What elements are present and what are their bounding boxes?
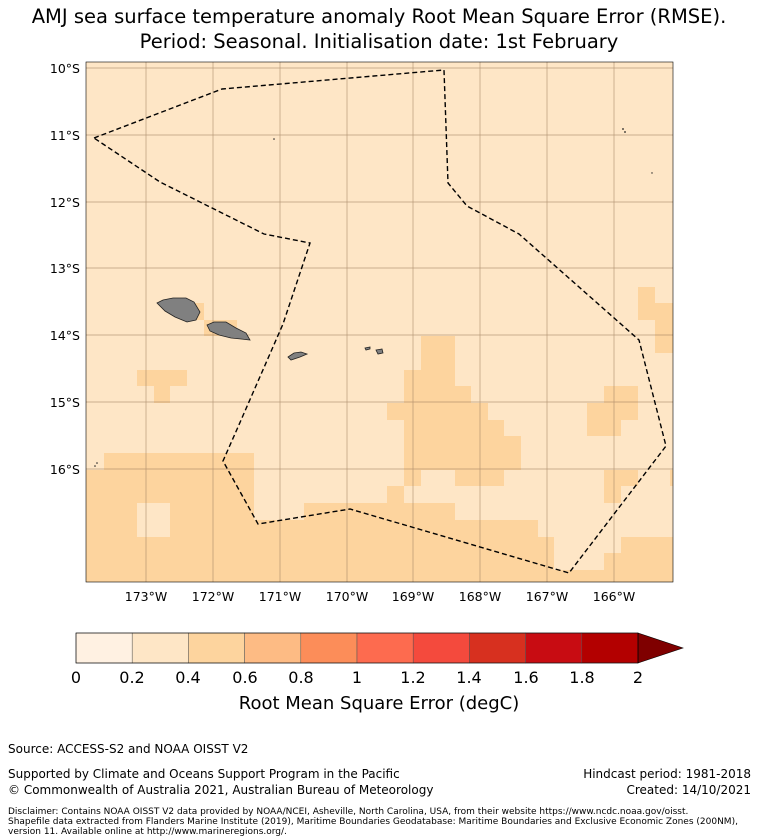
hindcast-block: Hindcast period: 1981-2018 Created: 14/1… (583, 766, 751, 798)
copyright-text: © Commonwealth of Australia 2021, Austra… (8, 783, 434, 797)
colorbar-tick: 2 (633, 668, 643, 687)
created-text: Created: 14/10/2021 (626, 783, 751, 797)
hindcast-text: Hindcast period: 1981-2018 (583, 767, 751, 781)
lon-label: 167°W (526, 589, 568, 604)
colorbar-bin (525, 632, 583, 664)
colorbar-tick: 1 (352, 668, 362, 687)
colorbar-frame (75, 632, 639, 664)
lat-label: 10°S (50, 61, 80, 76)
lat-label: 15°S (50, 395, 80, 410)
eez-boundary (92, 69, 667, 574)
ofu-island (364, 346, 371, 351)
disclaimer: Disclaimer: Contains NOAA OISST V2 data … (8, 807, 758, 837)
map-frame (85, 61, 674, 583)
tau-island (375, 348, 384, 355)
disclaimer-line: Disclaimer: Contains NOAA OISST V2 data … (8, 807, 689, 817)
colorbar: 0 0.2 0.4 0.6 0.8 1 1.2 1.4 1.6 1.8 2 Ro… (71, 632, 684, 714)
lat-label: 16°S (50, 462, 80, 477)
colorbar-tick: 1.6 (513, 668, 538, 687)
lat-label: 11°S (50, 128, 80, 143)
colorbar-bin (581, 632, 639, 664)
colorbar-tick: 0.8 (288, 668, 313, 687)
lon-label: 172°W (192, 589, 234, 604)
colorbar-tick: 1.2 (400, 668, 425, 687)
lat-label: 13°S (50, 261, 80, 276)
gridlines (86, 62, 673, 582)
colorbar-bins (75, 632, 639, 664)
disclaimer-line: Shapefile data extracted from Flanders M… (8, 817, 738, 827)
source-text: Source: ACCESS-S2 and NOAA OISST V2 (8, 742, 249, 756)
colorbar-tick: 1.4 (456, 668, 481, 687)
map-figure: 10°S 11°S 12°S 13°S 14°S 15°S 16°S 173°W… (50, 61, 684, 714)
colorbar-bin (188, 632, 245, 664)
lon-label: 171°W (259, 589, 301, 604)
lon-label: 173°W (125, 589, 167, 604)
tutuila-island (287, 351, 309, 361)
colorbar-tick: 0 (71, 668, 81, 687)
lat-label: 12°S (50, 195, 80, 210)
title-line-2: Period: Seasonal. Initialisation date: 1… (139, 30, 619, 53)
map-panel (85, 61, 674, 583)
land-masses (156, 297, 384, 361)
savaii-island (156, 297, 201, 323)
colorbar-ticks: 0 0.2 0.4 0.6 0.8 1 1.2 1.4 1.6 1.8 2 (71, 668, 643, 687)
colorbar-tick: 0.6 (232, 668, 257, 687)
upolu-island (206, 321, 251, 341)
colorbar-bin (469, 632, 526, 664)
disclaimer-line: version 11. Available online at http://w… (8, 827, 287, 837)
lon-label: 168°W (459, 589, 501, 604)
colorbar-bin (244, 632, 302, 664)
lat-label: 14°S (50, 328, 80, 343)
colorbar-bin (300, 632, 358, 664)
chart-title: AMJ sea surface temperature anomaly Root… (0, 4, 758, 54)
latitude-labels: 10°S 11°S 12°S 13°S 14°S 15°S 16°S (50, 61, 80, 477)
colorbar-label: Root Mean Square Error (degC) (239, 693, 520, 714)
colorbar-tick: 1.8 (569, 668, 594, 687)
small-atolls (94, 128, 653, 467)
longitude-labels: 173°W 172°W 171°W 170°W 169°W 168°W 167°… (125, 589, 635, 604)
colorbar-bin (75, 632, 133, 664)
colorbar-tick: 0.2 (119, 668, 144, 687)
supported-text: Supported by Climate and Oceans Support … (8, 767, 400, 781)
title-line-1: AMJ sea surface temperature anomaly Root… (31, 5, 727, 28)
lon-label: 169°W (392, 589, 434, 604)
light-patch (137, 503, 170, 537)
colorbar-bin (412, 632, 470, 664)
lon-label: 170°W (326, 589, 368, 604)
colorbar-bin (356, 632, 414, 664)
support-block: Supported by Climate and Oceans Support … (8, 766, 433, 798)
colorbar-bin (131, 632, 189, 664)
colorbar-tick: 0.4 (175, 668, 200, 687)
lon-label: 166°W (593, 589, 635, 604)
colorbar-extend-arrow (637, 632, 684, 664)
